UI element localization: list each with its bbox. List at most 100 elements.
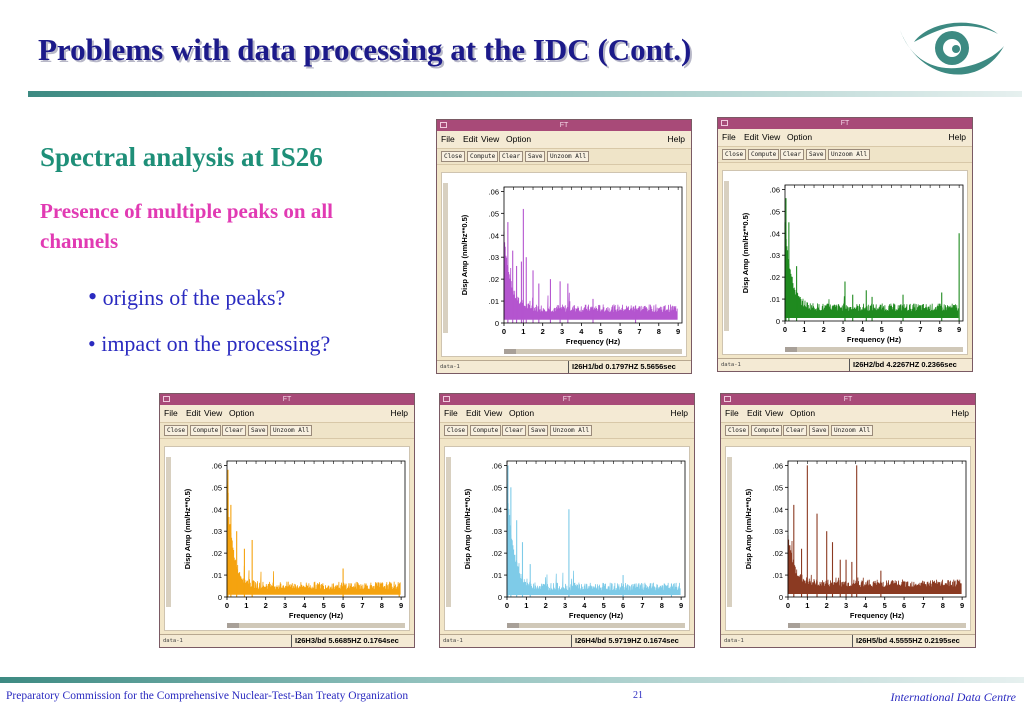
menu-option[interactable]: Option xyxy=(506,134,532,144)
scroll-thumb[interactable] xyxy=(227,623,239,628)
plot-frame xyxy=(784,184,964,322)
window-title: FT xyxy=(559,122,569,129)
menu-view[interactable]: View xyxy=(481,134,500,144)
scroll-thumb[interactable] xyxy=(788,623,800,628)
menu-file[interactable]: File xyxy=(441,134,455,144)
compute-button[interactable]: Compute xyxy=(470,425,502,436)
menu-edit[interactable]: Edit xyxy=(747,408,762,418)
clear-button[interactable]: Clear xyxy=(222,425,247,436)
save-button[interactable]: Save xyxy=(806,149,827,160)
compute-button[interactable]: Compute xyxy=(190,425,222,436)
horizontal-scrollbar[interactable] xyxy=(507,623,685,628)
compute-button[interactable]: Compute xyxy=(748,149,780,160)
close-button[interactable]: Close xyxy=(444,425,469,436)
menu-help[interactable]: Help xyxy=(667,134,685,144)
unzoom-all-button[interactable]: Unzoom All xyxy=(547,151,590,162)
save-button[interactable]: Save xyxy=(528,425,549,436)
menu-view[interactable]: View xyxy=(204,408,223,418)
menu-file[interactable]: File xyxy=(444,408,458,418)
horizontal-scrollbar[interactable] xyxy=(504,349,682,354)
close-button[interactable]: Close xyxy=(164,425,189,436)
menu-file[interactable]: File xyxy=(164,408,178,418)
menu-edit[interactable]: Edit xyxy=(186,408,201,418)
horizontal-scrollbar[interactable] xyxy=(788,623,966,628)
y-tick-label: .04 xyxy=(773,505,783,514)
menu-edit[interactable]: Edit xyxy=(466,408,481,418)
x-tick-label: 3 xyxy=(563,601,567,610)
save-button[interactable]: Save xyxy=(525,151,546,162)
clear-button[interactable]: Clear xyxy=(780,149,805,160)
vertical-scrollbar[interactable] xyxy=(446,457,451,607)
menu-option[interactable]: Option xyxy=(229,408,255,418)
section-subtitle: Spectral analysis at IS26 xyxy=(40,142,323,172)
menu-view[interactable]: View xyxy=(484,408,503,418)
menu-help[interactable]: Help xyxy=(390,408,408,418)
x-tick-label: 7 xyxy=(640,601,644,610)
spectrum-trace xyxy=(226,481,401,595)
close-button[interactable]: Close xyxy=(725,425,750,436)
ft-window-h2: FT File Edit View Option Help Close Compute Clea… xyxy=(717,117,973,372)
unzoom-all-button[interactable]: Unzoom All xyxy=(550,425,593,436)
bullet-item: • impact on the processing? xyxy=(88,331,330,357)
status-data-label: data-1 xyxy=(163,638,183,644)
scroll-thumb[interactable] xyxy=(507,623,519,628)
unzoom-all-button[interactable]: Unzoom All xyxy=(828,149,871,160)
window-menu-button[interactable] xyxy=(724,396,731,402)
y-tick-label: .06 xyxy=(492,461,502,470)
menu-option[interactable]: Option xyxy=(509,408,535,418)
scroll-thumb[interactable] xyxy=(504,349,516,354)
x-tick-label: 1 xyxy=(244,601,248,610)
clear-button[interactable]: Clear xyxy=(499,151,524,162)
window-menu-button[interactable] xyxy=(440,122,447,128)
menu-edit[interactable]: Edit xyxy=(463,134,478,144)
clear-button[interactable]: Clear xyxy=(502,425,527,436)
menu-file[interactable]: File xyxy=(725,408,739,418)
plot-frame xyxy=(787,460,967,598)
plot-panel: 0 .01 .02 .03 .04 .05 .06 0 1 2 3 4 5 6 7 8 9 Frequency (… xyxy=(725,446,971,631)
compute-button[interactable]: Compute xyxy=(467,151,499,162)
unzoom-all-button[interactable]: Unzoom All xyxy=(831,425,874,436)
menu-help[interactable]: Help xyxy=(948,132,966,142)
menu-help[interactable]: Help xyxy=(951,408,969,418)
y-tick-label: .04 xyxy=(489,231,499,240)
clear-button[interactable]: Clear xyxy=(783,425,808,436)
menu-file[interactable]: File xyxy=(722,132,736,142)
vertical-scrollbar[interactable] xyxy=(443,183,448,333)
window-menu-button[interactable] xyxy=(721,120,728,126)
vertical-scrollbar[interactable] xyxy=(166,457,171,607)
y-axis-label: Disp Amp (nm/Hz**0.5) xyxy=(460,214,469,295)
vertical-scrollbar[interactable] xyxy=(724,181,729,331)
menu-help[interactable]: Help xyxy=(670,408,688,418)
compute-button[interactable]: Compute xyxy=(751,425,783,436)
save-button[interactable]: Save xyxy=(248,425,269,436)
window-title: FT xyxy=(562,396,572,403)
save-button[interactable]: Save xyxy=(809,425,830,436)
status-channel-readout: I26H4/bd 5.9719HZ 0.1674sec xyxy=(571,635,679,647)
window-menu-button[interactable] xyxy=(163,396,170,402)
vertical-scrollbar[interactable] xyxy=(727,457,732,607)
menu-view[interactable]: View xyxy=(762,132,781,142)
toolbar: Close Compute Clear Save Unzoom All xyxy=(721,422,975,439)
spectrum-chart: 0 .01 .02 .03 .04 .05 .06 0 1 2 3 4 5 6 7 8 9 Frequency (… xyxy=(741,184,964,344)
plot-panel: 0 .01 .02 .03 .04 .05 .06 0 1 2 3 4 5 6 7 8 9 Frequency (… xyxy=(444,446,690,631)
menu-edit[interactable]: Edit xyxy=(744,132,759,142)
ft-window-h3: FT File Edit View Option Help Close Compute Clea… xyxy=(159,393,415,648)
x-tick-label: 3 xyxy=(283,601,287,610)
horizontal-scrollbar[interactable] xyxy=(227,623,405,628)
x-tick-label: 5 xyxy=(880,325,884,334)
close-button[interactable]: Close xyxy=(441,151,466,162)
ctbto-logo-icon xyxy=(900,22,1004,75)
menu-option[interactable]: Option xyxy=(787,132,813,142)
scroll-thumb[interactable] xyxy=(785,347,797,352)
close-button[interactable]: Close xyxy=(722,149,747,160)
unzoom-all-button[interactable]: Unzoom All xyxy=(270,425,313,436)
x-tick-label: 7 xyxy=(921,601,925,610)
window-menu-button[interactable] xyxy=(443,396,450,402)
x-tick-label: 2 xyxy=(822,325,826,334)
menu-option[interactable]: Option xyxy=(790,408,816,418)
status-bar: data-1 I26H2/bd 4.2267HZ 0.2366sec xyxy=(718,358,972,371)
bullet-text: origins of the peaks? xyxy=(102,285,286,310)
horizontal-scrollbar[interactable] xyxy=(785,347,963,352)
menu-bar: File Edit View Option Help xyxy=(160,405,414,422)
menu-view[interactable]: View xyxy=(765,408,784,418)
